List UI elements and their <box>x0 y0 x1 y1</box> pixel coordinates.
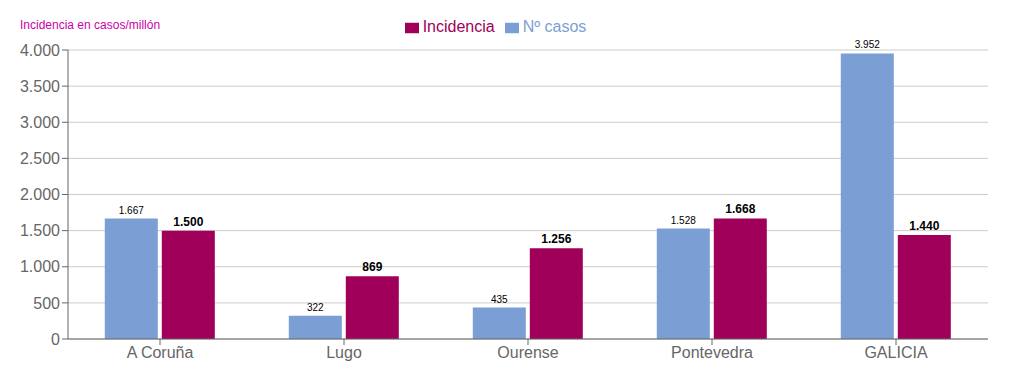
svg-text:4.000: 4.000 <box>20 42 60 59</box>
svg-text:869: 869 <box>362 260 382 274</box>
svg-text:1.500: 1.500 <box>20 222 60 239</box>
svg-text:1.668: 1.668 <box>725 202 755 216</box>
svg-text:500: 500 <box>33 295 60 312</box>
svg-text:3.000: 3.000 <box>20 114 60 131</box>
svg-text:3.500: 3.500 <box>20 78 60 95</box>
svg-text:0: 0 <box>51 331 60 348</box>
html-text:Incidencia: Incidencia <box>422 18 495 35</box>
svg-text:435: 435 <box>491 294 508 305</box>
svg-text:1.528: 1.528 <box>671 215 696 226</box>
svg-text:GALICIA: GALICIA <box>864 344 927 361</box>
svg-text:1.256: 1.256 <box>541 232 571 246</box>
html-text:Nº casos: Nº casos <box>522 18 587 35</box>
svg-text:1.667: 1.667 <box>119 205 144 216</box>
svg-text:1.440: 1.440 <box>909 219 939 233</box>
html-text:Incidencia en casos/millón: Incidencia en casos/millón <box>20 18 161 32</box>
svg-text:322: 322 <box>307 302 324 313</box>
svg-text:Ourense: Ourense <box>497 344 558 361</box>
svg-text:2.500: 2.500 <box>20 150 60 167</box>
svg-text:3.952: 3.952 <box>855 39 880 50</box>
svg-text:1.000: 1.000 <box>20 258 60 275</box>
svg-text:A Coruña: A Coruña <box>127 344 194 361</box>
svg-text:Pontevedra: Pontevedra <box>671 344 753 361</box>
svg-text:Lugo: Lugo <box>326 344 362 361</box>
svg-text:2.000: 2.000 <box>20 186 60 203</box>
svg-text:1.500: 1.500 <box>173 215 203 229</box>
